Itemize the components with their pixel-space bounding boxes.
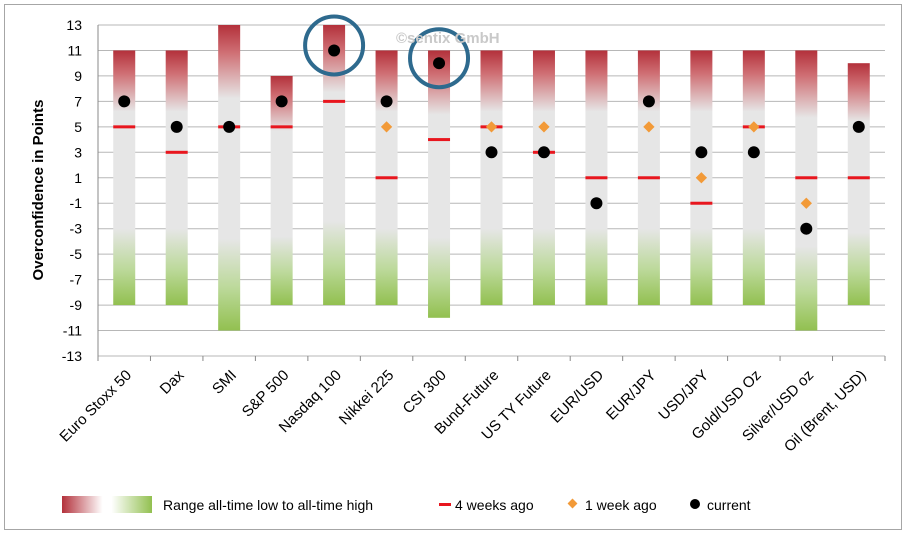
y-axis-ticks: 13 11 9 7 5 3 1 -1 -3 -5 -7 -9 -11 -13 <box>62 17 82 364</box>
four-weeks-marker <box>637 176 660 180</box>
current-marker <box>485 146 498 159</box>
current-marker <box>275 95 288 108</box>
four-weeks-marker <box>847 176 870 180</box>
y-tick-label: 7 <box>74 93 82 109</box>
y-tick-label: 3 <box>74 144 82 160</box>
y-tick-label: -1 <box>70 195 83 211</box>
legend-range-swatch <box>62 496 152 513</box>
current-marker <box>380 95 393 108</box>
range-bar <box>113 50 136 306</box>
category-label: EUR/USD <box>548 367 608 427</box>
current-marker <box>590 197 603 210</box>
category-label: Euro Stoxx 50 <box>56 367 135 446</box>
legend-four-weeks-swatch <box>439 503 451 506</box>
current-marker <box>328 44 341 57</box>
highlight-circle <box>303 14 366 77</box>
range-bar <box>480 50 503 306</box>
four-weeks-marker <box>428 138 451 142</box>
one-week-marker <box>800 197 812 209</box>
four-weeks-marker <box>113 125 136 129</box>
watermark: ©sentix GmbH <box>396 30 500 47</box>
four-weeks-marker <box>270 125 293 129</box>
current-marker <box>852 120 865 133</box>
range-bar <box>165 50 188 306</box>
current-marker <box>433 57 446 70</box>
y-tick-label: -9 <box>70 297 83 313</box>
range-bar <box>847 63 870 306</box>
range-bar <box>795 50 818 331</box>
legend: Range all-time low to all-time high 4 we… <box>62 496 751 513</box>
y-tick-label: -7 <box>70 272 83 288</box>
y-axis-title: Overconfidence in Points <box>30 100 47 281</box>
one-week-marker <box>695 172 708 184</box>
current-marker <box>537 146 550 159</box>
category-label: Dax <box>157 366 188 397</box>
y-tick-label: -13 <box>62 348 82 364</box>
category-label: SMI <box>209 367 240 398</box>
y-tick-label: 1 <box>74 170 82 186</box>
four-weeks-marker <box>585 176 608 180</box>
legend-one-week-label: 1 week ago <box>585 497 657 513</box>
current-marker <box>695 146 708 159</box>
range-bar <box>323 25 346 306</box>
category-label: CSI 300 <box>400 367 450 417</box>
category-label: Nikkei 225 <box>336 367 398 429</box>
range-bar <box>742 50 765 306</box>
y-tick-label: -11 <box>63 323 82 339</box>
current-marker <box>170 120 183 133</box>
range-bar <box>218 25 241 331</box>
legend-range-label: Range all-time low to all-time high <box>163 497 373 513</box>
legend-four-weeks-label: 4 weeks ago <box>455 497 534 513</box>
y-tick-label: 9 <box>74 68 82 84</box>
range-bar <box>532 50 555 306</box>
four-weeks-marker <box>795 176 818 180</box>
legend-one-week-swatch <box>567 498 578 509</box>
y-tick-label: 11 <box>67 42 82 58</box>
current-marker <box>747 146 760 159</box>
range-bar <box>270 75 293 306</box>
y-tick-label: 13 <box>66 17 82 33</box>
legend-current-swatch <box>690 499 700 509</box>
highlight-circles <box>303 14 471 90</box>
four-weeks-marker <box>165 150 188 154</box>
four-weeks-marker <box>375 176 398 180</box>
highlight-circle <box>408 27 471 90</box>
y-tick-label: -3 <box>70 221 83 237</box>
current-markers <box>118 44 865 235</box>
y-tick-label: 5 <box>74 119 82 135</box>
legend-current-label: current <box>707 497 751 513</box>
category-label: S&P 500 <box>239 367 293 421</box>
current-marker <box>118 95 131 108</box>
range-bars <box>113 25 870 331</box>
four-weeks-marker <box>690 201 713 205</box>
y-tick-label: -5 <box>70 246 83 262</box>
current-marker <box>642 95 655 108</box>
range-bar <box>428 50 451 318</box>
current-marker <box>800 222 813 235</box>
category-label: EUR/JPY <box>603 367 660 424</box>
current-marker <box>223 120 236 133</box>
four-weeks-marker <box>323 99 346 103</box>
